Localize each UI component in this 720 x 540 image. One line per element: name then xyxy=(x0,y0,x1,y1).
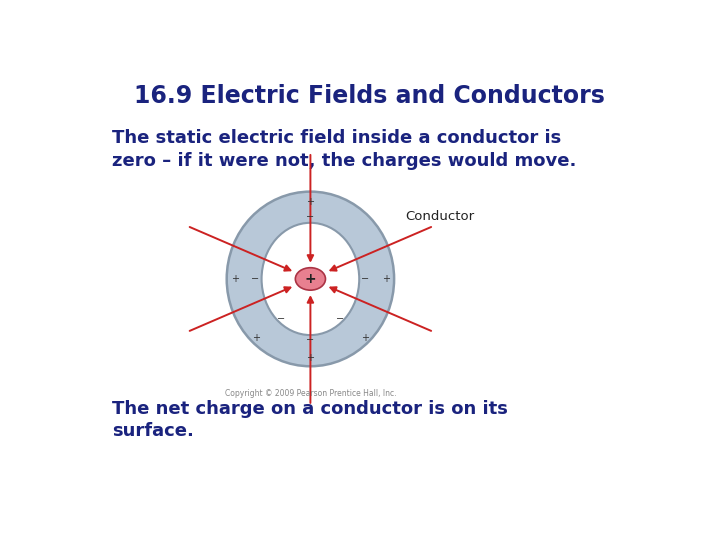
Ellipse shape xyxy=(227,192,394,366)
Ellipse shape xyxy=(261,223,359,335)
Text: −: − xyxy=(251,274,259,284)
Text: The static electric field inside a conductor is
zero – if it were not, the charg: The static electric field inside a condu… xyxy=(112,129,577,170)
Text: Copyright © 2009 Pearson Prentice Hall, Inc.: Copyright © 2009 Pearson Prentice Hall, … xyxy=(225,389,396,398)
Text: The net charge on a conductor is on its
surface.: The net charge on a conductor is on its … xyxy=(112,400,508,441)
Text: −: − xyxy=(277,314,285,325)
Text: +: + xyxy=(307,353,315,363)
Text: +: + xyxy=(305,272,316,286)
Text: Conductor: Conductor xyxy=(405,210,474,223)
Text: −: − xyxy=(306,212,315,221)
Text: +: + xyxy=(382,274,390,284)
Text: 16.9 Electric Fields and Conductors: 16.9 Electric Fields and Conductors xyxy=(134,84,604,107)
Text: −: − xyxy=(336,314,343,325)
Text: +: + xyxy=(307,197,315,207)
Text: −: − xyxy=(306,335,315,345)
Text: +: + xyxy=(361,333,369,343)
Text: +: + xyxy=(231,274,239,284)
Text: −: − xyxy=(361,274,369,284)
Circle shape xyxy=(295,268,325,290)
Text: +: + xyxy=(252,333,260,343)
